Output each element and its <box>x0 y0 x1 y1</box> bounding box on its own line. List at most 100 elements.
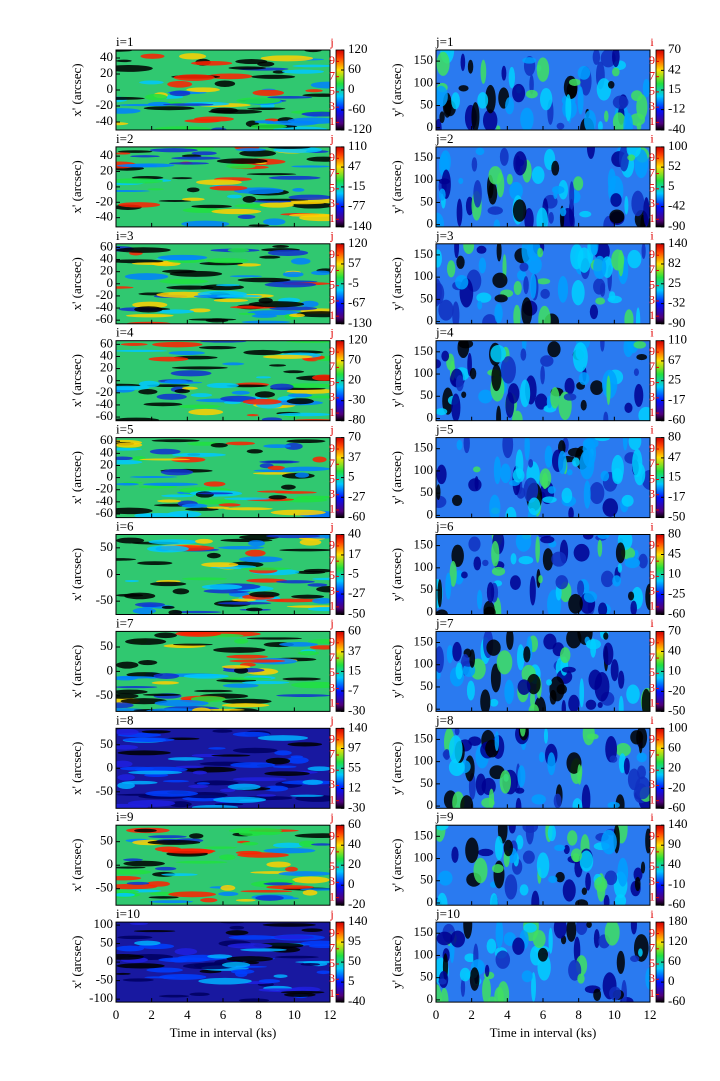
texture <box>120 342 148 346</box>
heatmap <box>116 922 330 1003</box>
panel-title: i=7 <box>116 615 134 630</box>
texture <box>519 884 529 896</box>
texture <box>116 178 164 184</box>
colorbar-index-label: i <box>650 132 654 146</box>
y-tick-label: -20 <box>96 481 113 496</box>
texture <box>634 876 641 892</box>
y-tick-label: 150 <box>414 149 434 164</box>
texture <box>491 566 506 576</box>
texture <box>436 212 444 227</box>
texture <box>573 176 584 191</box>
colorbar-tick-label: 12 <box>348 780 361 795</box>
texture <box>240 567 291 571</box>
texture <box>148 356 189 362</box>
heatmap <box>436 922 650 1003</box>
index-tick-label: 1 <box>329 502 335 516</box>
texture <box>154 866 177 871</box>
texture <box>237 214 256 219</box>
texture <box>502 254 507 280</box>
texture <box>645 583 650 611</box>
texture <box>458 177 464 185</box>
texture <box>438 978 447 985</box>
texture <box>186 87 220 93</box>
y-axis-label: x' (arcsec) <box>69 645 84 698</box>
texture <box>446 260 456 278</box>
texture <box>624 557 641 569</box>
index-tick-label: 1 <box>649 211 655 225</box>
texture <box>175 631 222 637</box>
texture <box>228 827 282 834</box>
y-tick-label: 20 <box>100 263 113 278</box>
texture <box>572 798 583 809</box>
texture <box>623 112 633 130</box>
texture <box>547 752 556 776</box>
texture <box>547 825 556 842</box>
index-tick-label: 1 <box>329 986 335 1000</box>
texture <box>256 794 277 797</box>
texture <box>438 188 446 201</box>
texture <box>579 850 594 872</box>
texture <box>568 959 582 981</box>
colorbar-tick-label: 90 <box>668 836 681 851</box>
index-tick-label: 9 <box>329 344 335 358</box>
panel-title: j=6 <box>435 518 454 533</box>
y-axis-label: x' (arcsec) <box>69 548 84 601</box>
heatmap <box>116 631 330 712</box>
texture <box>460 978 466 997</box>
texture <box>146 967 183 973</box>
texture <box>116 875 142 881</box>
texture <box>143 106 195 111</box>
texture <box>440 987 449 1003</box>
x-tick-label: 0 <box>113 1007 120 1022</box>
y-tick-label: 150 <box>414 730 434 745</box>
texture <box>452 301 460 324</box>
heatmap <box>436 631 650 712</box>
y-axis-label: y' (arcsec) <box>389 548 404 601</box>
colorbar-tick-label: 140 <box>668 235 688 250</box>
texture <box>473 466 481 473</box>
index-tick-label: 3 <box>329 971 335 985</box>
texture <box>281 484 296 490</box>
texture <box>626 684 640 704</box>
texture <box>218 891 239 897</box>
texture <box>146 545 189 553</box>
y-tick-label: 60 <box>100 335 113 350</box>
texture <box>531 890 540 906</box>
texture <box>312 374 330 381</box>
texture <box>116 963 165 969</box>
texture <box>504 874 518 900</box>
texture <box>480 59 487 84</box>
colorbar-tick-label: -90 <box>668 315 685 330</box>
texture <box>143 482 199 487</box>
colorbar-tick-label: 60 <box>668 739 681 754</box>
texture <box>455 662 463 680</box>
texture <box>300 300 319 308</box>
colorbar-index-label: j <box>329 35 333 49</box>
y-tick-label: -20 <box>96 97 113 112</box>
texture <box>168 609 183 615</box>
texture <box>229 275 263 278</box>
texture <box>490 345 506 363</box>
texture <box>522 850 535 864</box>
heatmap <box>436 534 650 615</box>
texture <box>609 755 618 763</box>
texture <box>505 97 515 115</box>
texture <box>641 243 646 259</box>
texture <box>291 165 330 168</box>
colorbar-index-label: j <box>329 325 333 339</box>
colorbar-tick-label: 70 <box>668 41 681 56</box>
texture <box>255 376 271 379</box>
texture <box>161 494 195 498</box>
texture <box>490 663 501 693</box>
texture <box>482 976 491 1003</box>
texture <box>471 157 478 172</box>
texture <box>196 499 237 505</box>
texture <box>585 699 597 710</box>
texture <box>449 560 457 587</box>
texture <box>241 680 290 685</box>
texture <box>148 539 198 545</box>
texture <box>206 552 221 559</box>
index-tick-label: 7 <box>649 747 655 761</box>
texture <box>191 60 233 66</box>
texture <box>451 92 460 110</box>
